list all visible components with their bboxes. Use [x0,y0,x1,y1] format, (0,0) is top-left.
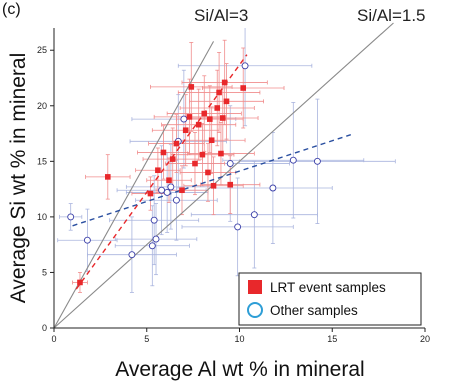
lrt-sample-point [104,174,111,180]
other-sample-point [313,157,321,165]
lrt-sample-point [221,79,228,86]
other-sample-point [289,156,297,164]
points-lrt-samples [77,79,247,286]
x-tick-label: 15 [327,334,337,344]
other-sample-point [269,184,277,192]
ratio-line-label-si-al-3: Si/Al=3 [194,6,248,25]
trend-line-other [72,134,352,227]
axes: 0 5 10 15 20 0 5 10 15 20 25 [37,28,430,344]
lrt-sample-point [216,89,222,96]
lrt-sample-point [199,151,206,158]
legend: LRT event samples Other samples [238,272,422,326]
other-sample-point [148,242,156,250]
trend-line-lrt [75,54,248,290]
points-other-samples [67,62,321,259]
other-sample-point [250,211,258,219]
lrt-sample-point [155,167,161,174]
y-tick-label: 0 [42,323,47,333]
x-axis-title: Average Al wt % in mineral [115,358,364,381]
lrt-sample-point [218,150,224,157]
lrt-sample-point [179,187,185,194]
lrt-sample-point [205,169,211,176]
lrt-sample-point [186,114,193,120]
other-sample-point [163,188,171,196]
x-tick-label: 0 [51,334,56,344]
lrt-sample-point [223,98,230,105]
other-sample-point [167,183,175,191]
lrt-sample-point [227,181,234,188]
legend-other-marker [247,302,263,318]
lrt-sample-point [208,137,215,144]
panel-label: (c) [2,1,21,18]
lrt-sample-point [240,85,247,91]
trend-lines [72,54,352,290]
lrt-sample-point [210,182,217,189]
lrt-sample-point [188,84,195,90]
other-sample-point [234,223,242,231]
lrt-sample-point [166,177,172,184]
legend-other-label: Other samples [270,303,358,318]
lrt-sample-point [182,127,189,134]
y-tick-label: 15 [37,156,47,166]
lrt-sample-point [195,121,202,128]
legend-box [238,272,422,326]
y-axis-title: Average Si wt % in mineral [7,53,30,304]
y-tick-label: 5 [42,267,47,277]
plot-area [53,22,396,329]
other-sample-point [172,196,180,204]
other-sample-point [180,115,188,123]
lrt-sample-point [201,110,208,117]
lrt-sample-point [214,105,221,111]
y-tick-label: 10 [37,212,47,222]
other-sample-point [128,251,136,259]
lrt-sample-point [77,279,83,286]
legend-lrt-marker [248,280,262,294]
x-axis-ticks: 0 5 10 15 20 [51,328,430,344]
lrt-sample-point [207,116,213,122]
other-sample-point [83,236,91,244]
legend-lrt-label: LRT event samples [270,280,386,295]
lrt-sample-point [173,140,180,147]
y-axis-ticks: 0 5 10 15 20 25 [37,45,54,333]
lrt-sample-point [147,190,154,197]
y-tick-label: 20 [37,101,47,111]
lrt-sample-point [169,156,176,162]
lrt-sample-point [160,149,167,156]
y-tick-label: 25 [37,45,47,55]
other-sample-point [152,235,160,243]
other-sample-point [158,186,166,194]
ratio-line-label-si-al-1-5: Si/Al=1.5 [357,6,426,25]
other-sample-point [241,62,249,70]
errorbars-other-samples [57,28,396,293]
lrt-sample-point [220,115,226,121]
lrt-sample-point [192,160,198,167]
x-tick-label: 20 [420,334,430,344]
ratio-line-si-al-1-5 [53,22,394,329]
other-sample-point [67,213,75,221]
x-tick-label: 10 [234,334,244,344]
other-sample-point [150,216,158,224]
x-tick-label: 5 [144,334,149,344]
other-sample-point [226,160,234,168]
